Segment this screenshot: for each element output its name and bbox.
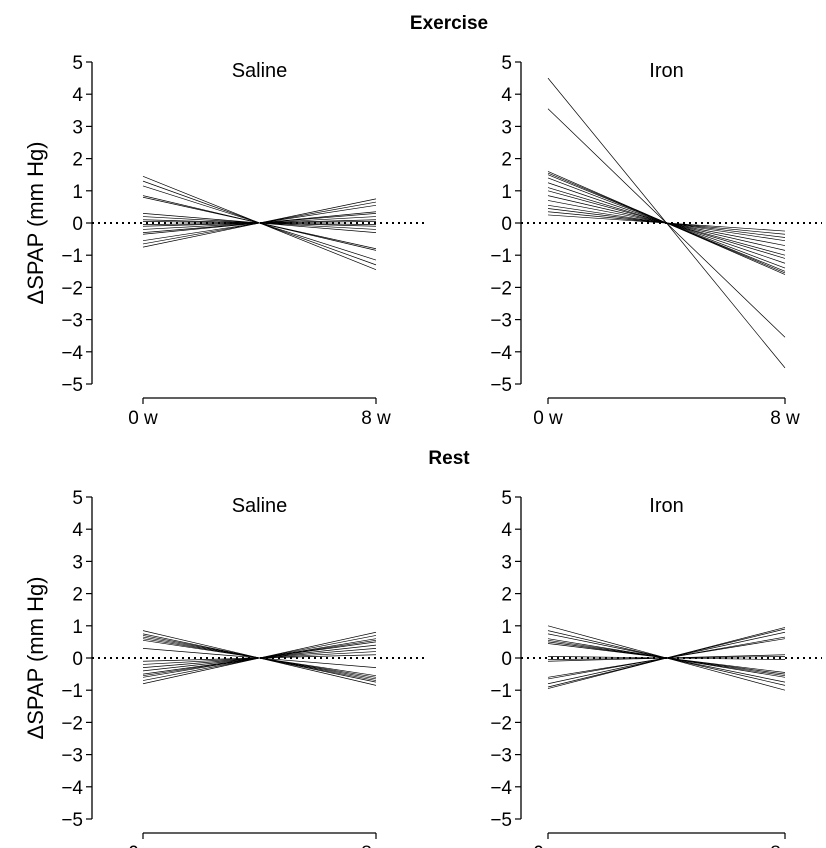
y-tick-label: 0 <box>501 649 512 670</box>
panel-title: Saline <box>232 495 288 517</box>
y-tick-label: 2 <box>72 585 83 606</box>
y-tick-label: 0 <box>72 214 83 235</box>
y-tick-label: 3 <box>72 117 83 138</box>
y-tick-label: −5 <box>490 375 512 396</box>
series-line-17 <box>142 198 377 248</box>
panel-3: Saline 5 4 3 2 1 0 −1 −2 −3 −4 −5 0 w 8 w <box>61 488 428 848</box>
x-tick-label: 8 w <box>770 408 800 429</box>
y-tick-label: 4 <box>501 520 512 541</box>
y-tick-label: 4 <box>501 85 512 106</box>
y-tick-label: −3 <box>61 311 83 332</box>
y-tick-label: −5 <box>61 810 83 831</box>
x-tick-label: 0 w <box>128 408 158 429</box>
y-tick-label: −4 <box>490 343 512 364</box>
y-tick-label: 2 <box>501 150 512 171</box>
section-title-exercise: Exercise <box>410 13 488 34</box>
y-tick-label: −1 <box>61 681 83 702</box>
y-axis-label-exercise: ΔSPAP (mm Hg) <box>23 141 48 304</box>
y-tick-label: 0 <box>501 214 512 235</box>
y-tick-label: −1 <box>490 246 512 267</box>
y-tick-label: 5 <box>501 488 512 509</box>
panel-1: Saline 5 4 3 2 1 0 −1 −2 −3 −4 −5 0 w 8 w <box>61 53 428 429</box>
y-tick-label: −2 <box>490 278 512 299</box>
panel-title: Iron <box>649 60 683 82</box>
x-tick-label: 0 w <box>533 408 563 429</box>
y-tick-label: −5 <box>490 810 512 831</box>
y-tick-label: −5 <box>61 375 83 396</box>
y-tick-label: 5 <box>72 53 83 74</box>
panel-title: Iron <box>649 495 683 517</box>
y-tick-label: −2 <box>490 713 512 734</box>
y-tick-label: 5 <box>72 488 83 509</box>
series-line-16 <box>142 631 377 685</box>
y-tick-label: −2 <box>61 713 83 734</box>
section-title-rest: Rest <box>428 448 470 469</box>
y-tick-label: −4 <box>490 778 512 799</box>
y-tick-label: −2 <box>61 278 83 299</box>
x-tick-label: 8 w <box>770 843 800 848</box>
series-line-15 <box>547 627 786 689</box>
x-tick-label: 0 w <box>533 843 563 848</box>
x-tick-label: 8 w <box>361 843 391 848</box>
y-tick-label: −3 <box>61 746 83 767</box>
panel-4: Iron 5 4 3 2 1 0 −1 −2 −3 −4 −5 0 w 8 w <box>490 488 822 848</box>
y-tick-label: 1 <box>72 182 83 203</box>
y-tick-label: 0 <box>72 649 83 670</box>
y-tick-label: −4 <box>61 778 83 799</box>
y-tick-label: 2 <box>72 150 83 171</box>
y-tick-label: 4 <box>72 85 83 106</box>
panel-2: Iron 5 4 3 2 1 0 −1 −2 −3 −4 −5 0 w 8 w <box>490 53 822 429</box>
x-tick-label: 0 w <box>128 843 158 848</box>
y-tick-label: 1 <box>72 617 83 638</box>
y-tick-label: −1 <box>490 681 512 702</box>
y-tick-label: 3 <box>72 552 83 573</box>
y-tick-label: −4 <box>61 343 83 364</box>
y-tick-label: 4 <box>72 520 83 541</box>
y-tick-label: 1 <box>501 617 512 638</box>
y-axis-label-rest: ΔSPAP (mm Hg) <box>23 576 48 739</box>
y-tick-label: 5 <box>501 53 512 74</box>
y-tick-label: −3 <box>490 746 512 767</box>
y-tick-label: −3 <box>490 311 512 332</box>
y-tick-label: 3 <box>501 117 512 138</box>
panel-title: Saline <box>232 60 288 82</box>
y-tick-label: −1 <box>61 246 83 267</box>
y-tick-label: 1 <box>501 182 512 203</box>
y-tick-label: 3 <box>501 552 512 573</box>
x-tick-label: 8 w <box>361 408 391 429</box>
y-tick-label: 2 <box>501 585 512 606</box>
series-line-15 <box>547 214 786 232</box>
